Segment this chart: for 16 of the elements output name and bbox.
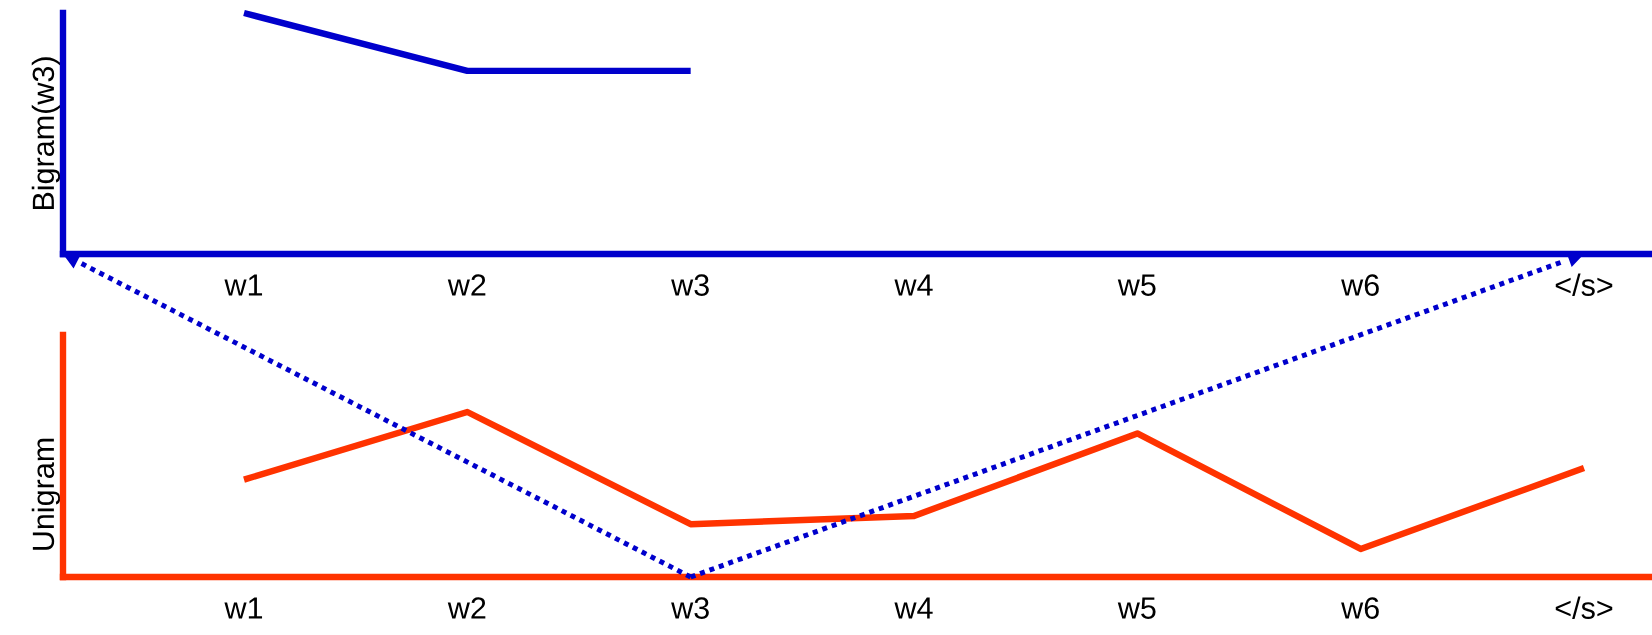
y-axis-title: Unigram [31,438,61,550]
x-tick-label: w6 [1341,274,1379,296]
x-tick-label: </s> [1555,596,1613,619]
x-tick-label: w2 [447,274,486,296]
x-tick-label: w6 [1341,597,1379,619]
x-tick-label: w2 [447,597,486,619]
x-tick-label: w3 [671,274,709,296]
x-tick-label: </s> [1555,273,1613,296]
x-tick-label: w4 [894,597,933,619]
x-tick-label: w5 [1117,597,1156,619]
y-axis-title: Bigram(w3) [31,57,61,210]
x-tick-label: w4 [894,274,933,296]
x-tick-label: w3 [671,597,709,619]
x-tick-label: w1 [224,274,263,296]
x-tick-label: w5 [1117,274,1156,296]
x-tick-label: w1 [224,597,263,619]
